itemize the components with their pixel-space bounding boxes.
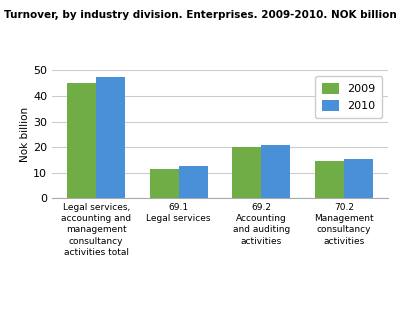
Legend: 2009, 2010: 2009, 2010 [315, 76, 382, 118]
Bar [344, 159, 373, 198]
Bar [232, 147, 261, 198]
Bar [315, 161, 344, 198]
Bar [179, 166, 208, 198]
Y-axis label: Nok billion: Nok billion [20, 107, 30, 162]
Text: Turnover, by industry division. Enterprises. 2009-2010. NOK billion: Turnover, by industry division. Enterpri… [4, 10, 397, 20]
Bar [67, 83, 96, 198]
Bar [150, 169, 179, 198]
Bar [96, 77, 125, 198]
Bar [261, 145, 290, 198]
